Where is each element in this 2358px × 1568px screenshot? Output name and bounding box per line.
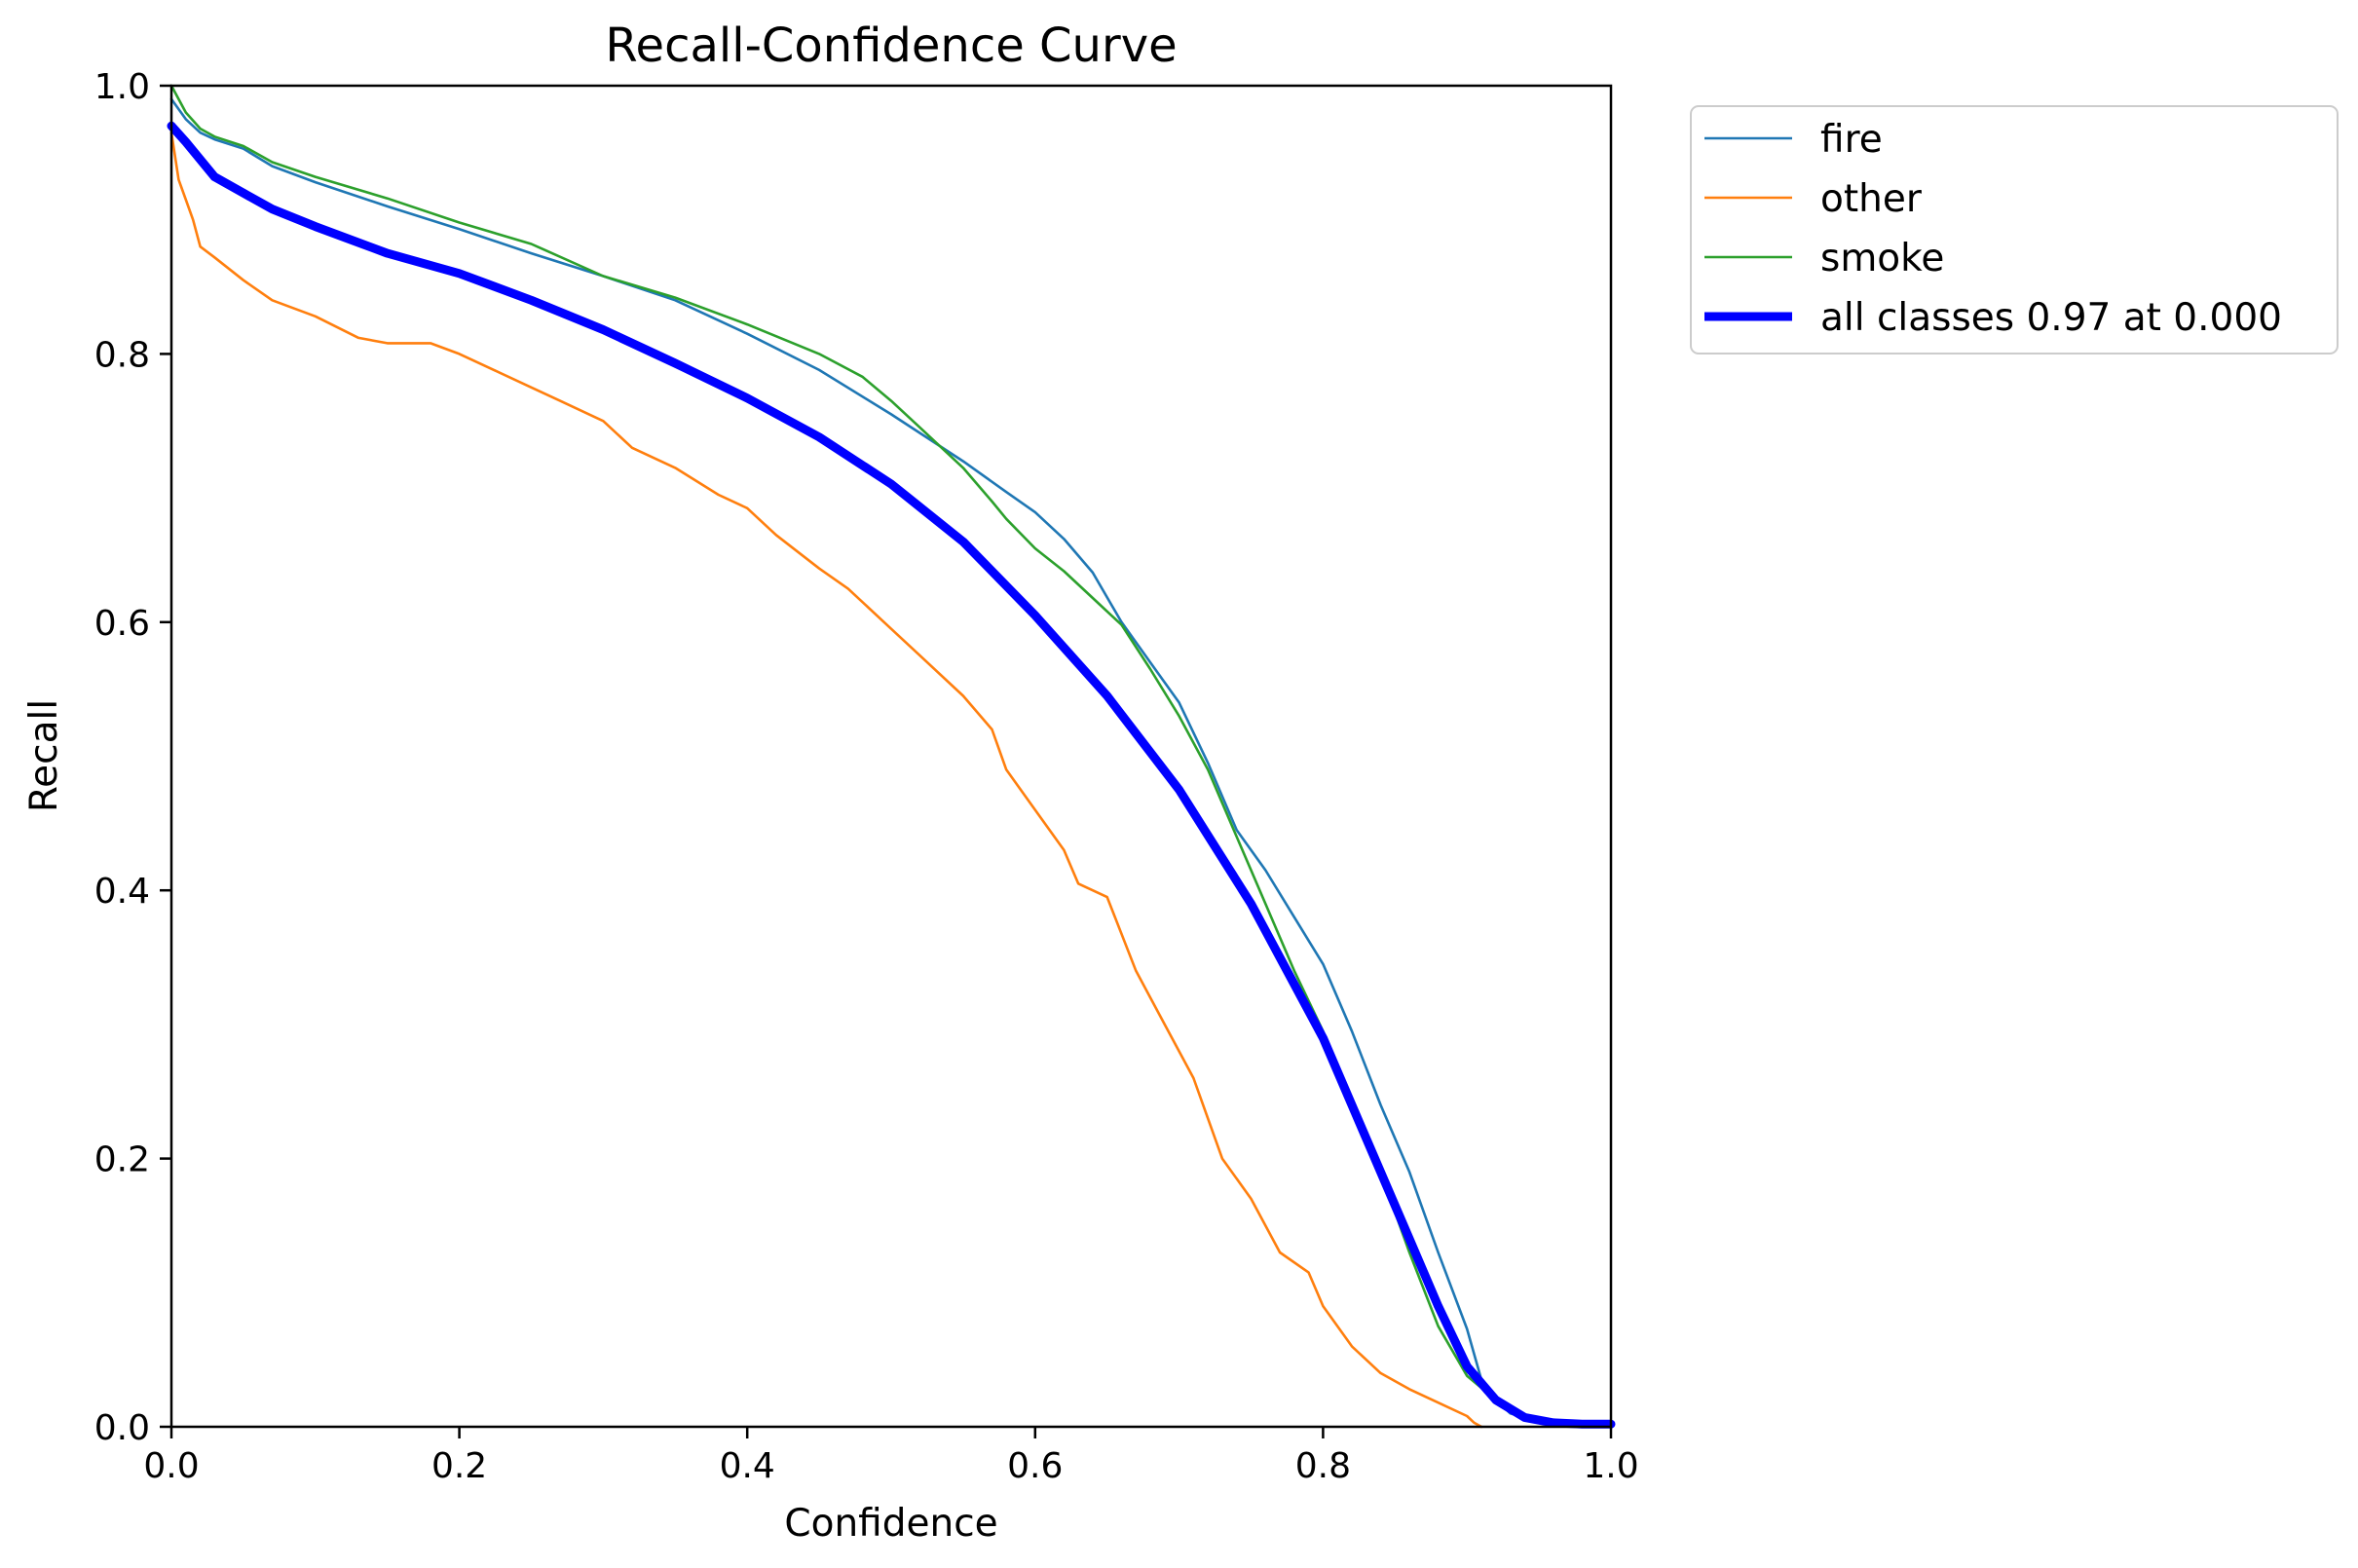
- y-tick-label: 0.4: [94, 872, 150, 912]
- plot-frame: [169, 84, 1613, 1429]
- y-tick-label: 0.0: [94, 1408, 150, 1448]
- y-tick-label: 0.6: [94, 604, 150, 644]
- legend-label-all-classes: all classes 0.97 at 0.000: [1820, 296, 2282, 340]
- series-line-fire: [169, 97, 1613, 1427]
- y-tick-label: 0.2: [94, 1140, 150, 1180]
- y-axis-ticks: 0.0 0.2 0.4 0.6 0.8 1.0: [94, 67, 171, 1448]
- x-tick-label: 0.0: [143, 1446, 199, 1486]
- x-tick-label: 0.6: [1007, 1446, 1063, 1486]
- x-tick-label: 1.0: [1583, 1446, 1638, 1486]
- x-tick-label: 0.8: [1295, 1446, 1351, 1486]
- x-axis-ticks: 0.0 0.2 0.4 0.6 0.8 1.0: [143, 1427, 1639, 1486]
- x-tick-label: 0.4: [720, 1446, 775, 1486]
- series-line-all-classes: [167, 121, 1616, 1429]
- legend-frame: [1690, 105, 2339, 355]
- legend: fire other smoke all classes 0.97 at 0.000: [1690, 105, 2339, 355]
- chart-title: Recall-Confidence Curve: [605, 19, 1177, 73]
- series-layer: [167, 84, 1616, 1429]
- x-tick-label: 0.2: [431, 1446, 487, 1486]
- x-axis-label: Confidence: [784, 1502, 997, 1546]
- y-tick-label: 0.8: [94, 335, 150, 375]
- series-line-smoke: [169, 84, 1613, 1427]
- y-axis-label: Recall: [22, 699, 66, 812]
- legend-label-other: other: [1820, 177, 1923, 221]
- y-tick-label: 1.0: [94, 67, 150, 107]
- legend-entries: fire other smoke all classes 0.97 at 0.000: [1704, 118, 2282, 340]
- series-line-other: [169, 131, 1483, 1429]
- legend-label-fire: fire: [1820, 118, 1883, 162]
- legend-label-smoke: smoke: [1820, 237, 1944, 280]
